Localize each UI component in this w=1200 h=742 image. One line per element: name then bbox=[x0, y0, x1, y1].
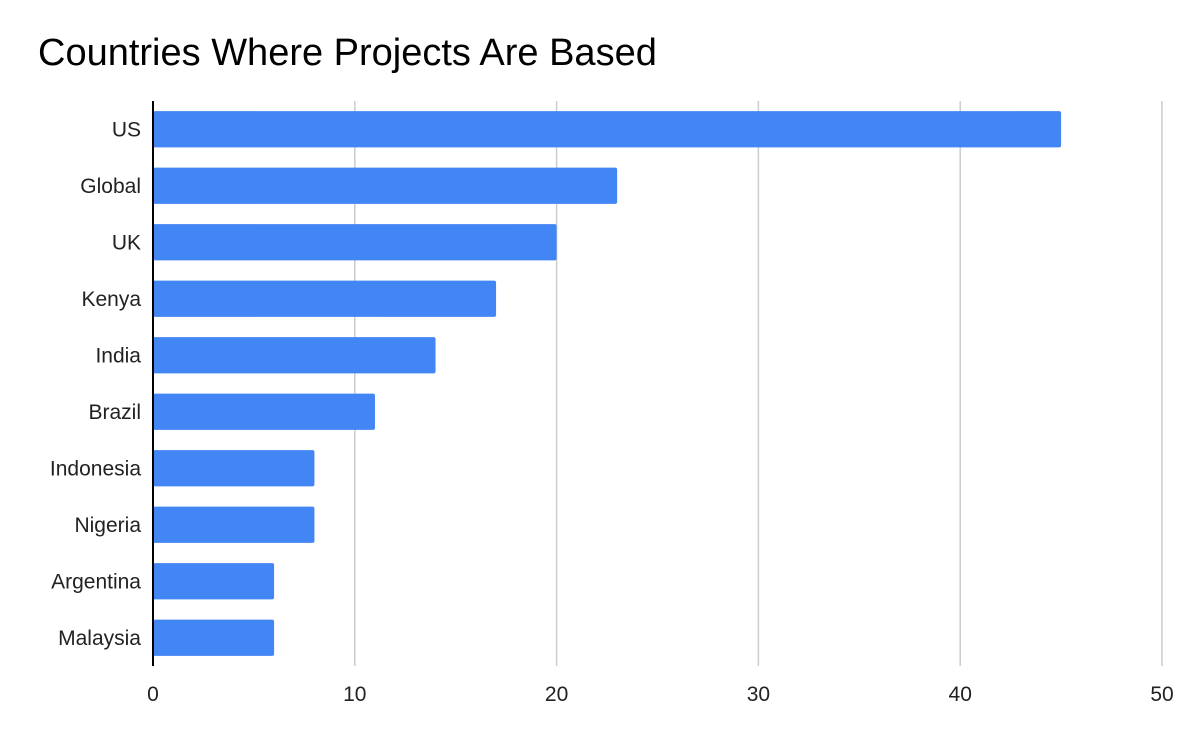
bar-uk bbox=[153, 224, 557, 261]
bar-indonesia bbox=[153, 450, 315, 487]
bar-argentina bbox=[153, 563, 275, 600]
category-label-uk: UK bbox=[112, 231, 141, 254]
category-label-global: Global bbox=[80, 175, 141, 198]
category-label-brazil: Brazil bbox=[88, 401, 141, 424]
x-tick-labels: 0 10 20 30 40 50 bbox=[147, 683, 1174, 706]
x-tick-label-10: 10 bbox=[343, 683, 366, 706]
x-tick-label-0: 0 bbox=[147, 683, 159, 706]
category-label-malaysia: Malaysia bbox=[58, 627, 141, 650]
bar-malaysia bbox=[153, 619, 275, 656]
bar-brazil bbox=[153, 393, 375, 430]
category-labels: US Global UK Kenya India Brazil Indonesia Niger… bbox=[50, 118, 141, 650]
x-tick-label-40: 40 bbox=[949, 683, 972, 706]
x-tick-label-20: 20 bbox=[545, 683, 568, 706]
bar-india bbox=[153, 337, 436, 374]
x-tick-label-30: 30 bbox=[747, 683, 770, 706]
category-label-us: US bbox=[112, 118, 141, 141]
category-label-argentina: Argentina bbox=[51, 570, 141, 593]
bars bbox=[153, 111, 1062, 656]
x-tick-label-50: 50 bbox=[1150, 683, 1173, 706]
category-label-indonesia: Indonesia bbox=[50, 457, 141, 480]
bar-nigeria bbox=[153, 506, 315, 543]
bar-us bbox=[153, 111, 1062, 148]
category-label-kenya: Kenya bbox=[81, 288, 141, 311]
bar-kenya bbox=[153, 280, 497, 317]
category-label-india: India bbox=[95, 344, 141, 367]
bar-global bbox=[153, 167, 618, 204]
category-label-nigeria: Nigeria bbox=[74, 514, 141, 537]
chart-title: Countries Where Projects Are Based bbox=[38, 32, 657, 74]
